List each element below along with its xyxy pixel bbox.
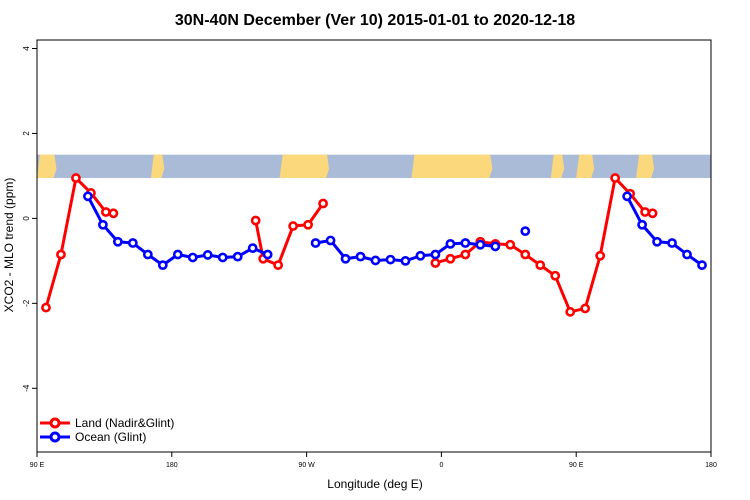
data-point-land-1-2: [273, 260, 284, 271]
data-point-ocean-1-7: [415, 250, 426, 261]
legend-item-land: Land (Nadir&Glint): [40, 416, 174, 430]
data-point-ocean-0-9: [217, 252, 228, 263]
x-tick-label-5: 180: [705, 462, 717, 469]
data-point-land-2-0: [430, 258, 441, 268]
data-point-ocean-0-0: [83, 191, 93, 202]
x-tick-label-4: 90 E: [569, 462, 584, 469]
map-land-1: [150, 154, 165, 179]
data-point-ocean-1-5: [385, 254, 396, 265]
data-point-ocean-1-4: [370, 255, 381, 266]
data-point-land-2-10: [580, 303, 591, 314]
y-tick-label-4: -4: [22, 384, 31, 392]
data-point-ocean-3-2: [652, 236, 662, 247]
data-point-ocean-3-4: [682, 249, 692, 260]
map-land-5: [576, 154, 595, 179]
data-point-ocean-0-1: [98, 219, 108, 230]
axes: 90 E 180 90 W 0 90 E 180 4 2 0 -2 -4: [22, 46, 717, 469]
data-point-ocean-1-6: [400, 255, 411, 266]
data-point-land-0-2: [71, 173, 81, 183]
data-point-land-2-5: [505, 239, 516, 250]
data-point-ocean-3-1: [637, 219, 648, 230]
data-point-land-2-12: [610, 173, 621, 183]
series-land: [41, 173, 658, 317]
x-axis-label: Longitude (deg E): [327, 477, 422, 491]
data-point-land-2-1: [445, 253, 456, 264]
data-point-land-2-7: [535, 260, 546, 271]
data-point-land-0-0: [41, 302, 51, 313]
data-point-land-2-15: [647, 208, 658, 219]
data-point-ocean-0-12: [262, 249, 273, 260]
data-point-ocean-0-3: [127, 238, 138, 248]
map-land-0: [37, 154, 57, 179]
map-ocean: [37, 154, 711, 179]
data-point-ocean-1-1: [325, 235, 336, 246]
series-ocean: [83, 191, 707, 271]
map-land-6: [636, 154, 655, 179]
data-point-ocean-1-2: [340, 253, 351, 264]
map-strip: [37, 154, 711, 179]
data-point-ocean-0-5: [157, 260, 168, 271]
plot-frame: [36, 39, 712, 453]
data-point-ocean-0-2: [112, 236, 123, 247]
x-tick-label-0: 90 E: [30, 462, 45, 469]
data-point-ocean-0-7: [187, 252, 198, 263]
data-point-ocean-1-11: [475, 239, 486, 250]
data-point-land-2-8: [550, 270, 561, 281]
data-point-land-2-6: [520, 249, 531, 260]
legend-item-ocean: Ocean (Glint): [40, 430, 146, 444]
y-tick-label-0: 4: [22, 46, 31, 51]
data-point-land-2-14: [640, 207, 650, 217]
x-tick-label-3: 0: [439, 462, 443, 469]
data-point-land-0-1: [56, 249, 66, 260]
data-point-ocean-1-9: [445, 238, 456, 249]
data-point-ocean-0-8: [202, 250, 213, 260]
map-land-4: [550, 154, 565, 179]
y-tick-label-1: 2: [22, 131, 31, 136]
y-tick-label-2: 0: [22, 216, 31, 221]
data-point-ocean-0-11: [247, 243, 258, 254]
map-land-2: [279, 154, 330, 179]
plot-series: [41, 173, 707, 317]
legend-label-land: Land (Nadir&Glint): [75, 416, 174, 430]
legend-label-ocean: Ocean (Glint): [75, 430, 146, 444]
data-point-ocean-1-10: [460, 238, 471, 248]
data-point-land-1-3: [288, 221, 299, 231]
data-point-land-0-4: [100, 207, 111, 217]
data-point-land-2-9: [565, 306, 576, 317]
data-point-ocean-1-0: [310, 238, 321, 248]
chart-title: 30N-40N December (Ver 10) 2015-01-01 to …: [175, 12, 575, 29]
data-point-ocean-1-3: [355, 251, 366, 262]
data-point-ocean-2-0: [520, 226, 531, 237]
data-point-ocean-0-10: [232, 251, 243, 262]
data-point-ocean-0-6: [172, 249, 183, 260]
data-point-land-0-5: [108, 208, 119, 219]
data-point-ocean-1-8: [430, 249, 441, 260]
y-axis-label: XCO2 - MLO trend (ppm): [2, 178, 16, 313]
y-tick-label-3: -2: [22, 299, 31, 307]
x-tick-label-1: 180: [166, 462, 178, 469]
x-tick-label-2: 90 W: [298, 462, 315, 469]
series-line-land-0: [44, 176, 114, 308]
legend: Land (Nadir&Glint) Ocean (Glint): [40, 416, 174, 444]
data-point-land-2-2: [460, 249, 471, 260]
data-point-land-1-4: [303, 219, 313, 230]
legend-marker-land: [49, 417, 61, 429]
data-point-land-2-11: [595, 250, 606, 261]
map-land-3: [411, 154, 493, 179]
data-point-ocean-0-4: [142, 249, 153, 260]
data-point-ocean-1-12: [490, 241, 501, 252]
series-line-land-2: [434, 176, 653, 314]
data-point-land-1-5: [318, 198, 328, 209]
data-point-ocean-3-5: [697, 260, 707, 271]
data-point-ocean-3-0: [622, 191, 633, 202]
data-point-ocean-3-3: [667, 238, 677, 248]
legend-marker-ocean: [49, 431, 61, 443]
data-point-land-1-0: [250, 215, 261, 226]
